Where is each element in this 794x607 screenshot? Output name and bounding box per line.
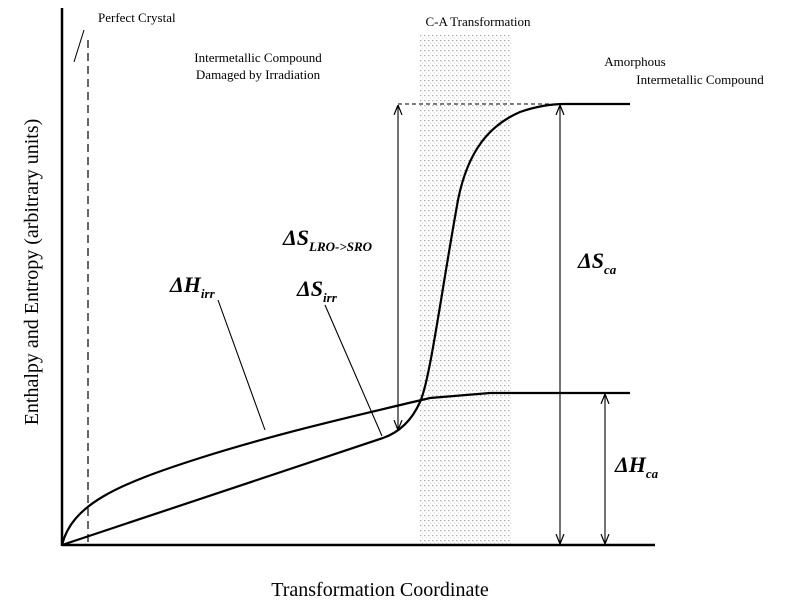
label: Damaged by Irradiation — [196, 67, 321, 82]
label: Intermetallic Compound — [636, 72, 764, 87]
symbol: ΔSirr — [296, 276, 338, 305]
symbol: ΔSLRO->SRO — [282, 225, 373, 254]
symbol: ΔHca — [614, 452, 659, 481]
label: Intermetallic Compound — [194, 50, 322, 65]
entropy-curve — [61, 102, 630, 547]
label: Amorphous — [604, 54, 665, 69]
transformation-band — [420, 35, 512, 545]
symbol: ΔSca — [577, 248, 617, 277]
symbol: ΔHirr — [169, 272, 216, 301]
dimension-lines — [217, 103, 605, 544]
enthalpy-curve — [60, 391, 630, 546]
x-axis-label: Transformation Coordinate — [271, 579, 489, 601]
label: C-A Transformation — [425, 14, 531, 29]
axes — [60, 8, 655, 547]
y-axis-label: Enthalpy and Entropy (arbitrary units) — [21, 119, 43, 426]
label: Perfect Crystal — [98, 10, 176, 25]
